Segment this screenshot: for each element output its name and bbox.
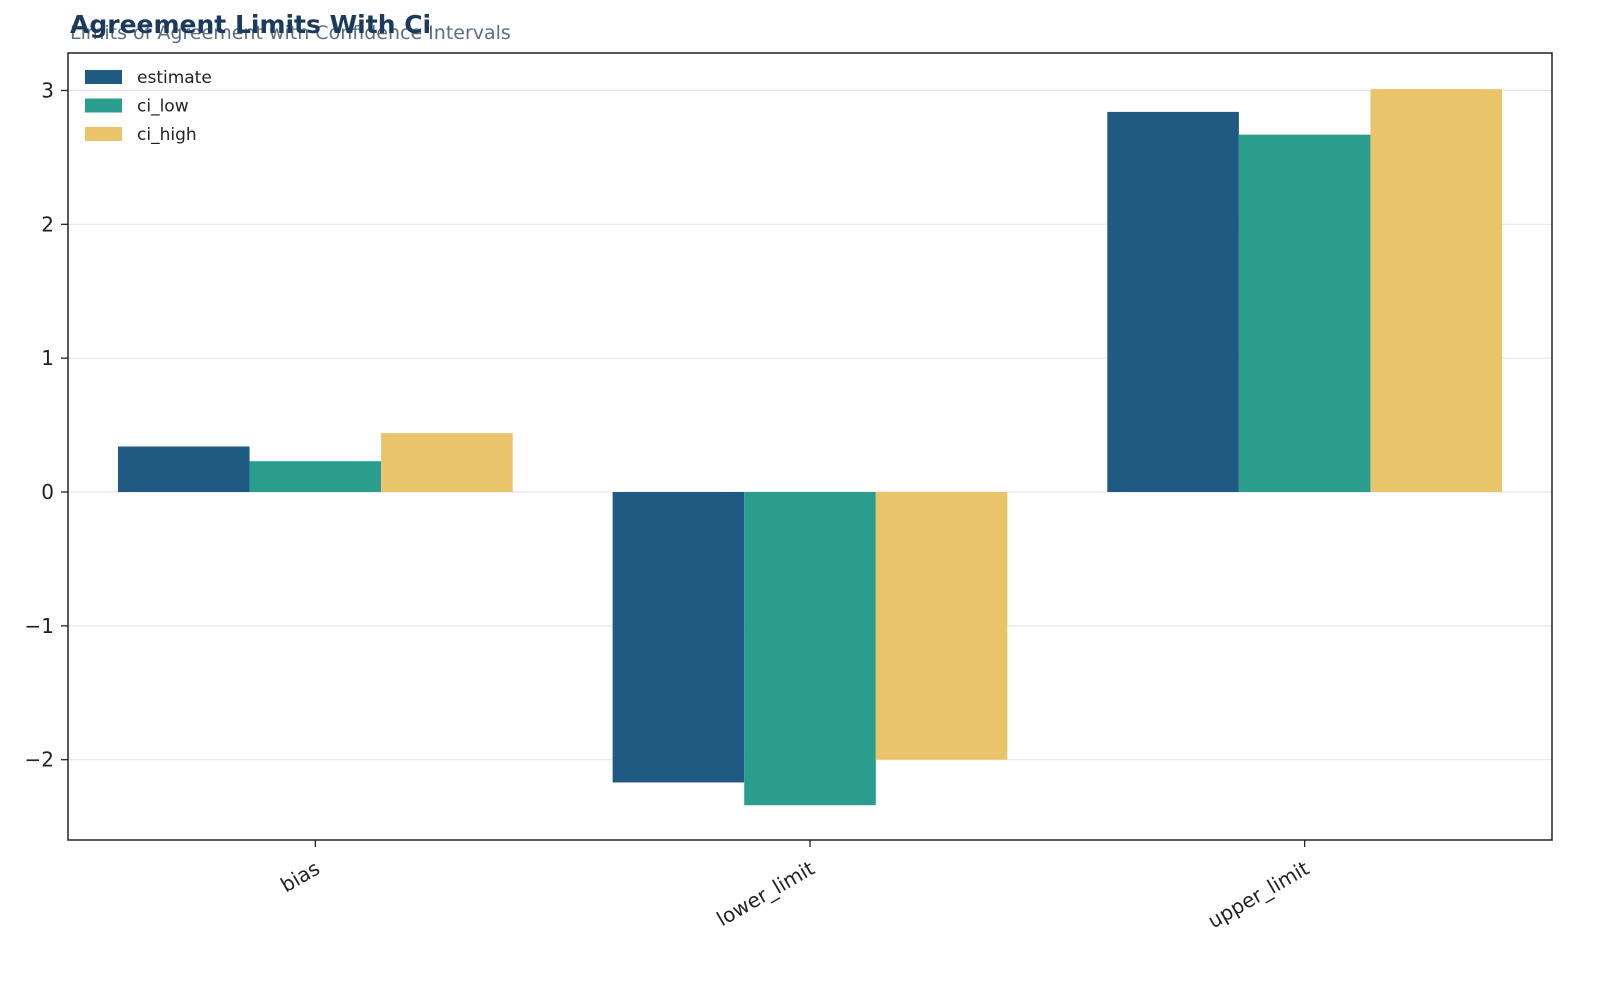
bar-estimate-upper_limit xyxy=(1107,111,1239,493)
y-axis: −2 −1 0 1 2 3 xyxy=(25,78,68,772)
bar-ci_high-lower_limit xyxy=(875,492,1008,760)
bar-ci_low-upper_limit xyxy=(1238,134,1371,493)
bar-ci_low-lower_limit xyxy=(744,492,876,806)
y-tick-label: 3 xyxy=(41,78,54,102)
chart-title: Agreement Limits With Ci xyxy=(70,10,432,39)
x-axis: bias lower_limit upper_limit xyxy=(276,840,1313,933)
bar-estimate-lower_limit xyxy=(612,492,745,783)
bar-ci_high-upper_limit xyxy=(1370,89,1503,493)
legend-label-ci_low: ci_low xyxy=(137,97,189,117)
y-tick-label: −1 xyxy=(25,614,54,638)
legend-swatch-estimate xyxy=(85,70,122,84)
x-tick-label: lower_limit xyxy=(712,856,818,931)
chart-subtitle: Limits of Agreement with Confidence Inte… xyxy=(70,22,511,44)
x-tick-label: bias xyxy=(276,856,323,897)
bar-estimate-bias xyxy=(117,446,250,493)
legend-label-estimate: estimate xyxy=(137,68,212,88)
legend-swatch-ci_high xyxy=(85,127,122,141)
y-tick-label: 2 xyxy=(41,212,54,236)
legend-label-ci_high: ci_high xyxy=(137,125,197,145)
legend-swatch-ci_low xyxy=(85,98,122,113)
bar-ci_low-bias xyxy=(249,461,382,493)
bar-ci_high-bias xyxy=(381,433,513,493)
y-tick-label: 1 xyxy=(41,346,54,370)
bars xyxy=(117,89,1503,806)
legend: estimate ci_low ci_high xyxy=(85,68,212,145)
y-tick-label: 0 xyxy=(41,480,54,504)
x-tick-label: upper_limit xyxy=(1204,856,1314,933)
y-tick-label: −2 xyxy=(25,748,54,772)
